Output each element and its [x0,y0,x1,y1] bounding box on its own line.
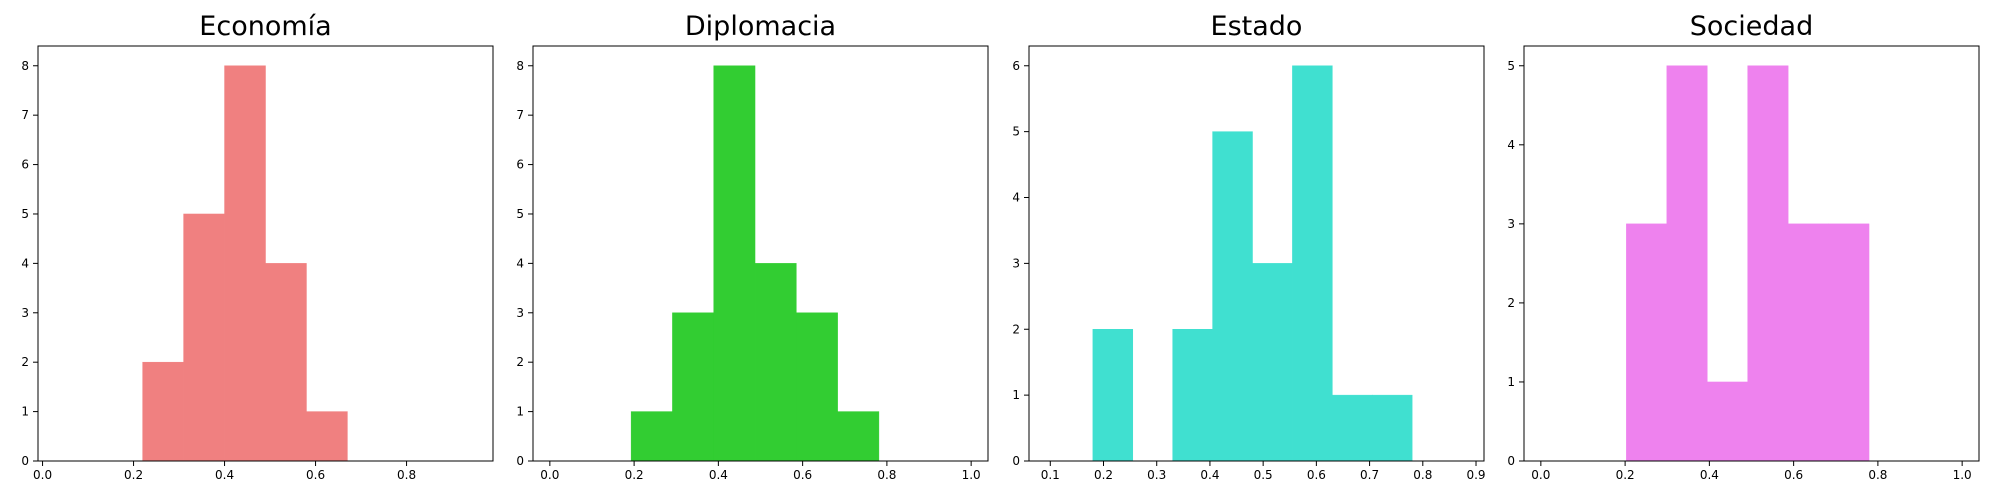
histogram-bar-3-3 [1747,65,1789,462]
y-tick-label-1-1: 1 [516,405,524,419]
histogram-bar-3-5 [1828,223,1870,462]
y-tick-label-0-3: 3 [21,306,29,320]
histogram-bar-0-0 [142,361,184,462]
histogram-bar-0-2 [224,65,266,462]
x-tick-label-1-0: 0.0 [540,468,559,482]
y-tick-label-0-7: 7 [21,108,29,122]
panel-title-0: Economía [199,11,331,42]
x-tick-label-3-0: 0.0 [1531,468,1550,482]
histogram-bar-1-5 [837,411,880,462]
y-tick-label-2-5: 5 [1012,125,1020,139]
histogram-bar-0-3 [265,263,307,462]
histogram-bar-3-1 [1666,65,1708,462]
x-tick-label-1-2: 0.4 [709,468,728,482]
x-tick-label-3-2: 0.4 [1700,468,1719,482]
x-tick-label-1-1: 0.2 [625,468,644,482]
x-tick-label-3-1: 0.2 [1616,468,1635,482]
y-tick-label-1-2: 2 [516,355,524,369]
y-tick-label-1-6: 6 [516,158,524,172]
x-tick-label-2-0: 0.1 [1041,468,1060,482]
y-tick-label-2-4: 4 [1012,191,1020,205]
y-tick-label-0-8: 8 [21,59,29,73]
y-tick-label-0-0: 0 [21,454,29,468]
panel-0: 0.0 0.2 0.4 0.6 0.8 0 1 2 3 4 5 6 7 8 Economía [21,11,494,482]
histogram-bar-2-0 [1092,329,1134,462]
y-tick-label-0-6: 6 [21,158,29,172]
histogram-bar-1-2 [713,65,756,462]
y-tick-label-1-3: 3 [516,306,524,320]
y-tick-label-1-4: 4 [516,256,524,270]
x-tick-label-2-6: 0.7 [1360,468,1379,482]
y-tick-label-3-3: 3 [1507,217,1515,231]
y-tick-label-0-5: 5 [21,207,29,221]
panel-title-1: Diplomacia [685,11,836,42]
axes-frame-3 [1523,45,1980,462]
y-tick-label-1-5: 5 [516,207,524,221]
x-tick-label-2-1: 0.2 [1094,468,1113,482]
y-tick-label-2-3: 3 [1012,256,1020,270]
histogram-bar-1-0 [630,411,673,462]
y-tick-label-1-7: 7 [516,108,524,122]
y-tick-label-0-4: 4 [21,256,29,270]
histogram-bar-2-3 [1212,131,1253,462]
panel-title-3: Sociedad [1690,11,1813,42]
histogram-bar-3-0 [1626,223,1668,462]
panel-3: 0.0 0.2 0.4 0.6 0.8 1.0 0 1 2 3 4 5 Sociedad [1507,11,1980,482]
panel-1: 0.0 0.2 0.4 0.6 0.8 1.0 0 1 2 3 4 5 6 7 8 Diplomacia [516,11,989,482]
axes-frame-2 [1028,45,1485,462]
y-tick-label-3-5: 5 [1507,59,1515,73]
y-tick-label-2-2: 2 [1012,322,1020,336]
histogram-bar-1-3 [754,263,797,462]
x-tick-label-3-4: 0.8 [1868,468,1887,482]
histogram-bar-2-4 [1252,263,1293,462]
y-tick-label-3-4: 4 [1507,138,1515,152]
y-tick-label-3-1: 1 [1507,375,1515,389]
x-tick-label-2-8: 0.9 [1466,468,1485,482]
x-tick-label-1-5: 1.0 [962,468,981,482]
panel-title-2: Estado [1211,11,1303,42]
histogram-bar-1-4 [796,312,838,462]
axes-frame-0 [37,45,494,462]
y-tick-label-0-2: 2 [21,355,29,369]
histogram-bar-3-2 [1707,381,1748,462]
histogram-bar-2-2 [1172,329,1213,462]
x-tick-label-0-4: 0.8 [397,468,416,482]
x-tick-label-2-4: 0.5 [1254,468,1273,482]
y-tick-label-2-6: 6 [1012,59,1020,73]
histogram-bar-2-7 [1371,394,1413,462]
histogram-bar-2-6 [1332,394,1373,462]
histogram-bar-0-1 [183,213,225,462]
y-tick-label-2-0: 0 [1012,454,1020,468]
y-tick-label-3-0: 0 [1507,454,1515,468]
x-tick-label-2-5: 0.6 [1307,468,1326,482]
x-tick-label-0-3: 0.6 [306,468,325,482]
x-tick-label-0-0: 0.0 [33,468,52,482]
x-tick-label-1-4: 0.8 [877,468,896,482]
x-tick-label-2-7: 0.8 [1413,468,1432,482]
y-tick-label-3-2: 2 [1507,296,1515,310]
x-tick-label-3-5: 1.0 [1953,468,1972,482]
histogram-bar-0-4 [306,411,348,462]
histogram-bar-2-5 [1292,65,1333,462]
panel-2: 0.1 0.2 0.3 0.4 0.5 0.6 0.7 0.8 0.9 0 1 2 3 4 5 6 Estado [1012,11,1485,482]
x-tick-label-2-2: 0.3 [1147,468,1166,482]
x-tick-label-2-3: 0.4 [1200,468,1219,482]
y-tick-label-0-1: 1 [21,405,29,419]
histogram-bar-1-1 [672,312,714,462]
histogram-bar-3-4 [1787,223,1829,462]
y-tick-label-2-1: 1 [1012,388,1020,402]
x-tick-label-0-1: 0.2 [124,468,143,482]
y-tick-label-1-8: 8 [516,59,524,73]
x-tick-label-3-3: 0.6 [1784,468,1803,482]
x-tick-label-1-3: 0.6 [793,468,812,482]
axes-frame-1 [532,45,989,462]
y-tick-label-1-0: 0 [516,454,524,468]
x-tick-label-0-2: 0.4 [215,468,234,482]
